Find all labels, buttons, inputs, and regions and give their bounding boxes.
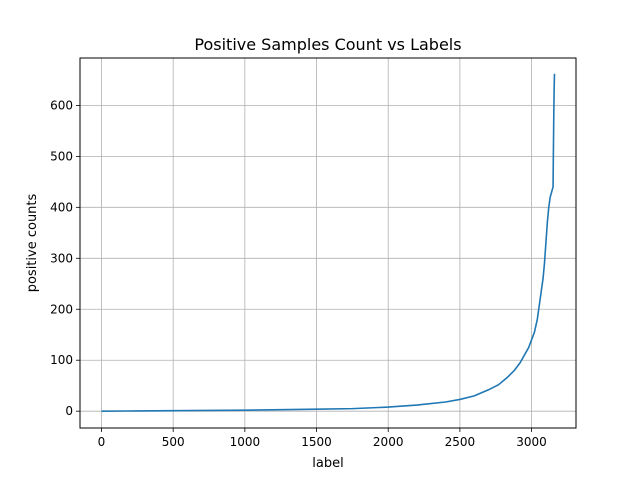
y-tick-label: 300 [50,251,73,265]
tick-layer: 0 500 1000 1500 2000 2500 3000 0 100 200 300 400 500… [50,98,547,449]
x-axis-label: label [312,456,343,471]
x-tick-label: 1500 [301,435,332,449]
x-tick-label: 0 [98,435,106,449]
y-tick-label: 400 [50,200,73,214]
x-tick-label: 3000 [516,435,547,449]
x-tick-label: 2500 [445,435,476,449]
series-line [101,73,556,412]
x-tick-label: 2000 [373,435,404,449]
y-tick-label: 0 [65,404,73,418]
plot-frame [79,57,577,429]
y-axis-label: positive counts [25,193,40,292]
y-tick-label: 200 [50,302,73,316]
grid-lines [80,58,576,428]
chart-title: Positive Samples Count vs Labels [194,35,461,54]
series-layer [101,73,556,412]
x-tick-label: 500 [162,435,185,449]
x-tick-label: 1000 [230,435,261,449]
y-tick-label: 500 [50,149,73,163]
y-tick-label: 100 [50,353,73,367]
y-tick-label: 600 [50,98,73,112]
